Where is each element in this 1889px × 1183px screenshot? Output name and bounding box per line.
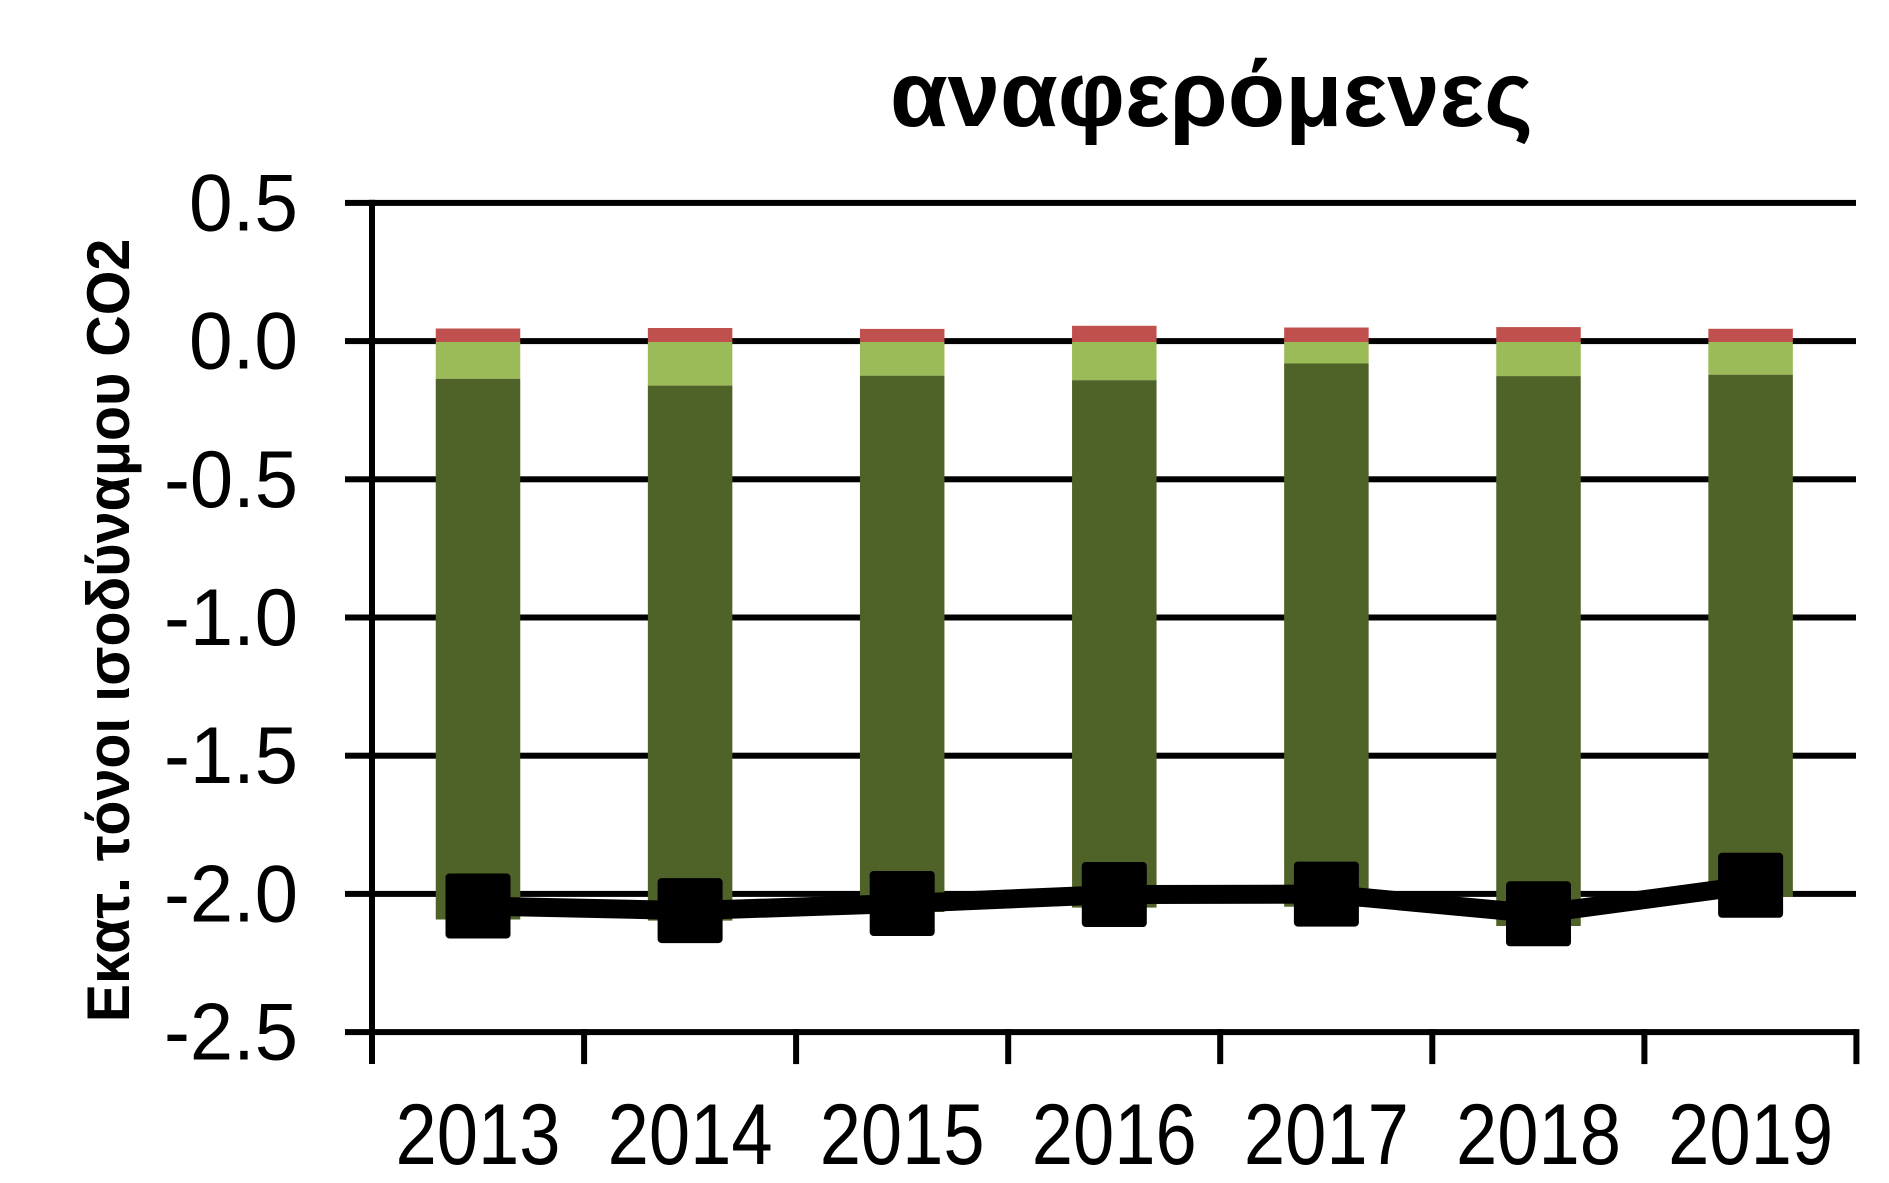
svg-text:-2.5: -2.5	[164, 988, 298, 1078]
svg-text:Εκατ. τόνοι ισοδύναμου CO2: Εκατ. τόνοι ισοδύναμου CO2	[75, 239, 142, 1023]
svg-text:2018: 2018	[1456, 1087, 1621, 1183]
svg-text:-0.5: -0.5	[164, 435, 298, 525]
svg-text:2015: 2015	[820, 1087, 985, 1183]
svg-text:-1.0: -1.0	[164, 573, 298, 663]
svg-text:αναφερόμενες: αναφερόμενες	[890, 42, 1533, 146]
svg-text:0.0: 0.0	[189, 297, 298, 387]
svg-text:2017: 2017	[1244, 1087, 1409, 1183]
svg-text:2019: 2019	[1668, 1087, 1833, 1183]
svg-text:2013: 2013	[396, 1087, 561, 1183]
svg-text:0.5: 0.5	[189, 158, 298, 248]
svg-text:-1.5: -1.5	[164, 711, 298, 801]
svg-text:-2.0: -2.0	[164, 849, 298, 939]
svg-text:2014: 2014	[608, 1087, 773, 1183]
svg-text:2016: 2016	[1032, 1087, 1197, 1183]
